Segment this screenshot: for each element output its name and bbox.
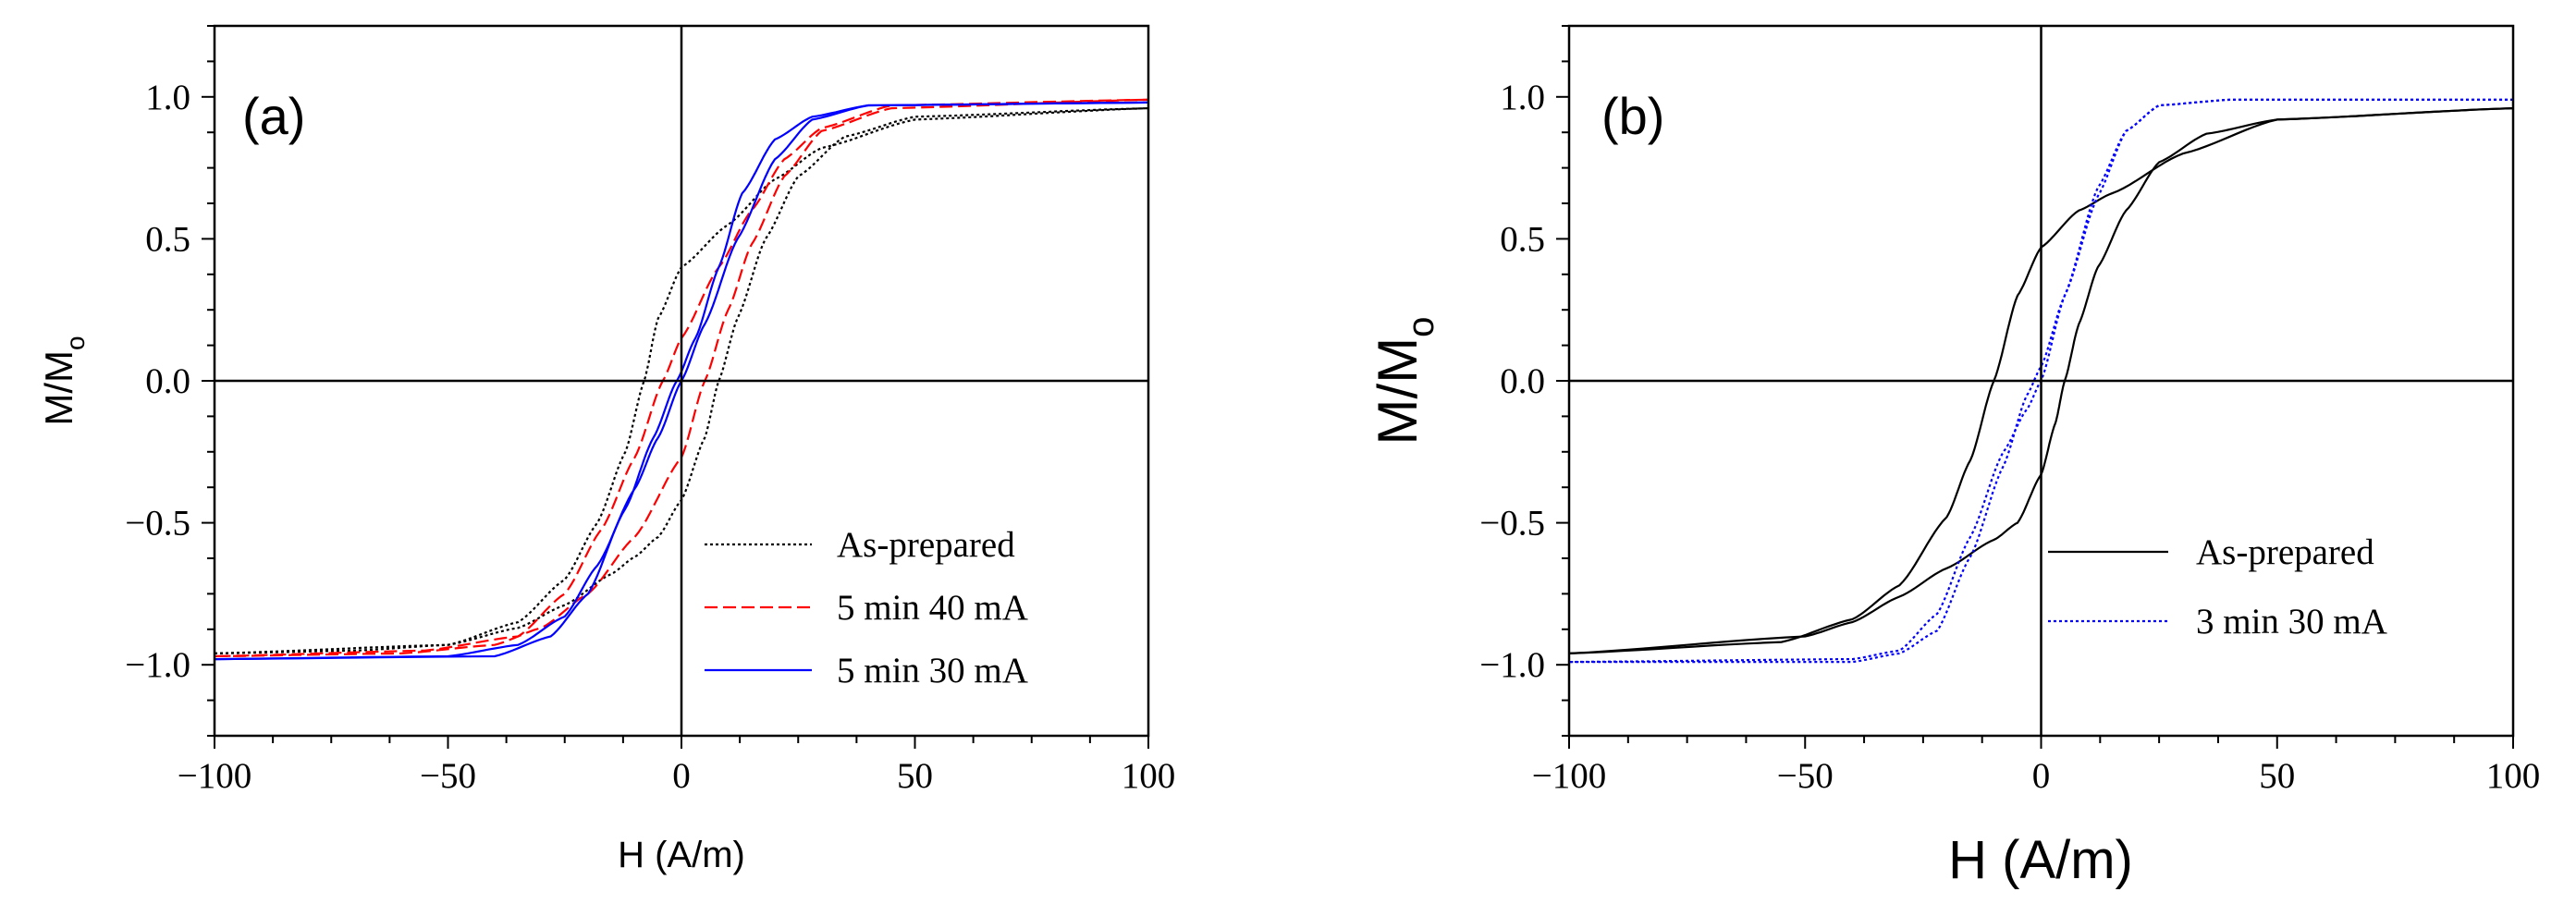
- panel-a-x-tick-label: −50: [420, 756, 476, 796]
- panel-b-series-1-ascending-branch: [1568, 107, 2514, 654]
- panel-a-series-3-descending-branch: [214, 101, 1149, 661]
- panel-b-ticks: [1556, 25, 2514, 749]
- panel-a-y-axis-title: M/Mo: [37, 336, 90, 425]
- panel-a-series-1-descending-branch: [214, 107, 1149, 654]
- panel-a-y-axis-title-main: M/M: [37, 350, 80, 426]
- panel-b-y-axis-title-subscript: o: [1401, 317, 1441, 337]
- panel-a-curves: [214, 98, 1149, 661]
- panel-a-label: (a): [242, 87, 305, 145]
- panel-a-y-tick-label: 0.0: [145, 361, 190, 401]
- panel-a-legend-label-2: 5 min 40 mA: [837, 588, 1028, 628]
- panel-a-y-tick-labels: −1.0 −0.5 0.0 0.5 1.0: [125, 78, 190, 685]
- panel-a-x-tick-label: 100: [1122, 756, 1176, 796]
- panel-b-series-1-descending-branch: [1568, 107, 2514, 654]
- panel-b-legend-label-2: 3 min 30 mA: [2196, 602, 2387, 641]
- panel-b-y-tick-label: 1.0: [1500, 78, 1545, 117]
- panel-b-x-tick-label: 0: [2032, 756, 2051, 796]
- panel-a: −100 −50 0 50 100 −1.0 −0.5 0.0 0.5 1.0 (a) H (A…: [37, 24, 1176, 875]
- panel-a-y-axis-title-subscript: o: [61, 336, 90, 350]
- panel-a-x-tick-label: 0: [672, 756, 691, 796]
- panel-a-x-axis-title: H (A/m): [618, 835, 745, 875]
- panel-b-x-tick-label: 100: [2486, 756, 2541, 796]
- panel-b-legend: As-prepared 3 min 30 mA: [2048, 532, 2387, 641]
- panel-a-y-tick-label: −0.5: [125, 504, 190, 544]
- panel-b-curves: [1568, 98, 2514, 664]
- panel-b-x-tick-label: −50: [1777, 756, 1834, 796]
- panel-b: −100 −50 0 50 100 −1.0 −0.5 0.0 0.5 1.0 (b) H (A…: [1367, 24, 2541, 890]
- panel-b-x-tick-labels: −100 −50 0 50 100: [1532, 756, 2541, 796]
- panel-b-y-tick-label: 0.0: [1500, 361, 1545, 401]
- panel-a-series-2-descending-branch: [214, 98, 1149, 658]
- panel-b-series-2-descending-branch: [1569, 98, 2513, 664]
- panel-b-y-tick-labels: −1.0 −0.5 0.0 0.5 1.0: [1479, 78, 1545, 685]
- panel-a-x-tick-labels: −100 −50 0 50 100: [178, 756, 1176, 796]
- panel-a-ticks: [202, 25, 1149, 749]
- panel-a-legend-label-3: 5 min 30 mA: [837, 651, 1028, 690]
- panel-a-y-tick-label: 1.0: [145, 78, 190, 117]
- panel-a-series-3-ascending-branch: [214, 101, 1149, 661]
- panel-b-y-axis-title-main: M/M: [1367, 337, 1429, 446]
- panel-a-series-2-ascending-branch: [214, 98, 1149, 658]
- panel-b-y-tick-label: 0.5: [1500, 219, 1545, 259]
- panel-a-x-tick-label: −100: [178, 756, 252, 796]
- panel-a-x-tick-label: 50: [897, 756, 933, 796]
- panel-b-label: (b): [1601, 87, 1664, 145]
- panel-a-y-tick-label: −1.0: [125, 645, 190, 685]
- panel-b-x-tick-label: 50: [2259, 756, 2295, 796]
- panel-a-legend-label-1: As-prepared: [837, 525, 1015, 565]
- panel-b-y-tick-label: −0.5: [1479, 504, 1545, 544]
- panel-b-y-axis-title: M/Mo: [1367, 317, 1441, 446]
- panel-b-y-tick-label: −1.0: [1479, 645, 1545, 685]
- panel-b-legend-label-1: As-prepared: [2196, 532, 2374, 572]
- panel-a-legend: As-prepared 5 min 40 mA 5 min 30 mA: [705, 525, 1028, 690]
- panel-a-y-tick-label: 0.5: [145, 219, 190, 259]
- panel-b-x-axis-title: H (A/m): [1948, 830, 2133, 890]
- panel-b-x-tick-label: −100: [1532, 756, 1607, 796]
